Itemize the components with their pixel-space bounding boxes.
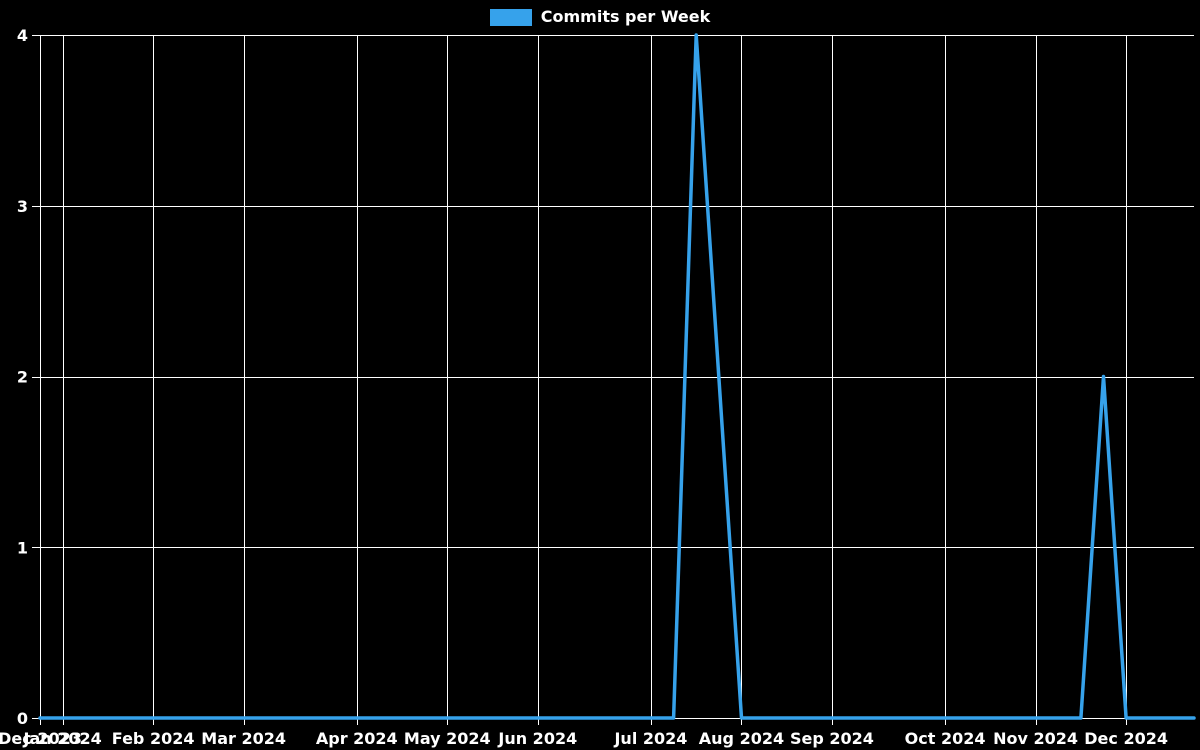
x-tick-label: May 2024 — [404, 729, 491, 748]
y-tick-label: 4 — [17, 26, 28, 45]
x-tick-label: Apr 2024 — [316, 729, 398, 748]
x-tick-label: Jul 2024 — [613, 729, 687, 748]
y-tick-label: 0 — [17, 709, 28, 728]
legend-item-commits-per-week[interactable]: Commits per Week — [0, 7, 1200, 27]
commits-line — [38, 33, 1196, 720]
x-tick-label: Sep 2024 — [790, 729, 874, 748]
x-tick-label: Jun 2024 — [497, 729, 577, 748]
y-tick-label: 3 — [17, 197, 28, 216]
y-tick-label: 1 — [17, 538, 28, 557]
legend-label: Commits per Week — [540, 7, 711, 26]
x-tick-label: Mar 2024 — [201, 729, 286, 748]
legend-color-swatch — [489, 8, 532, 26]
x-tick-label: Jan 2024 — [23, 729, 102, 748]
x-tick-label: Dec 2023 — [0, 729, 82, 748]
gridlines-group — [32, 35, 1194, 725]
series-group — [38, 33, 1196, 720]
x-tick-label: Oct 2024 — [905, 729, 986, 748]
x-tick-label: Dec 2024 — [1084, 729, 1168, 748]
x-tick-label: Nov 2024 — [993, 729, 1078, 748]
x-tick-label: Aug 2024 — [699, 729, 784, 748]
x-tick-label: Feb 2024 — [112, 729, 195, 748]
y-tick-label: 2 — [17, 368, 28, 387]
